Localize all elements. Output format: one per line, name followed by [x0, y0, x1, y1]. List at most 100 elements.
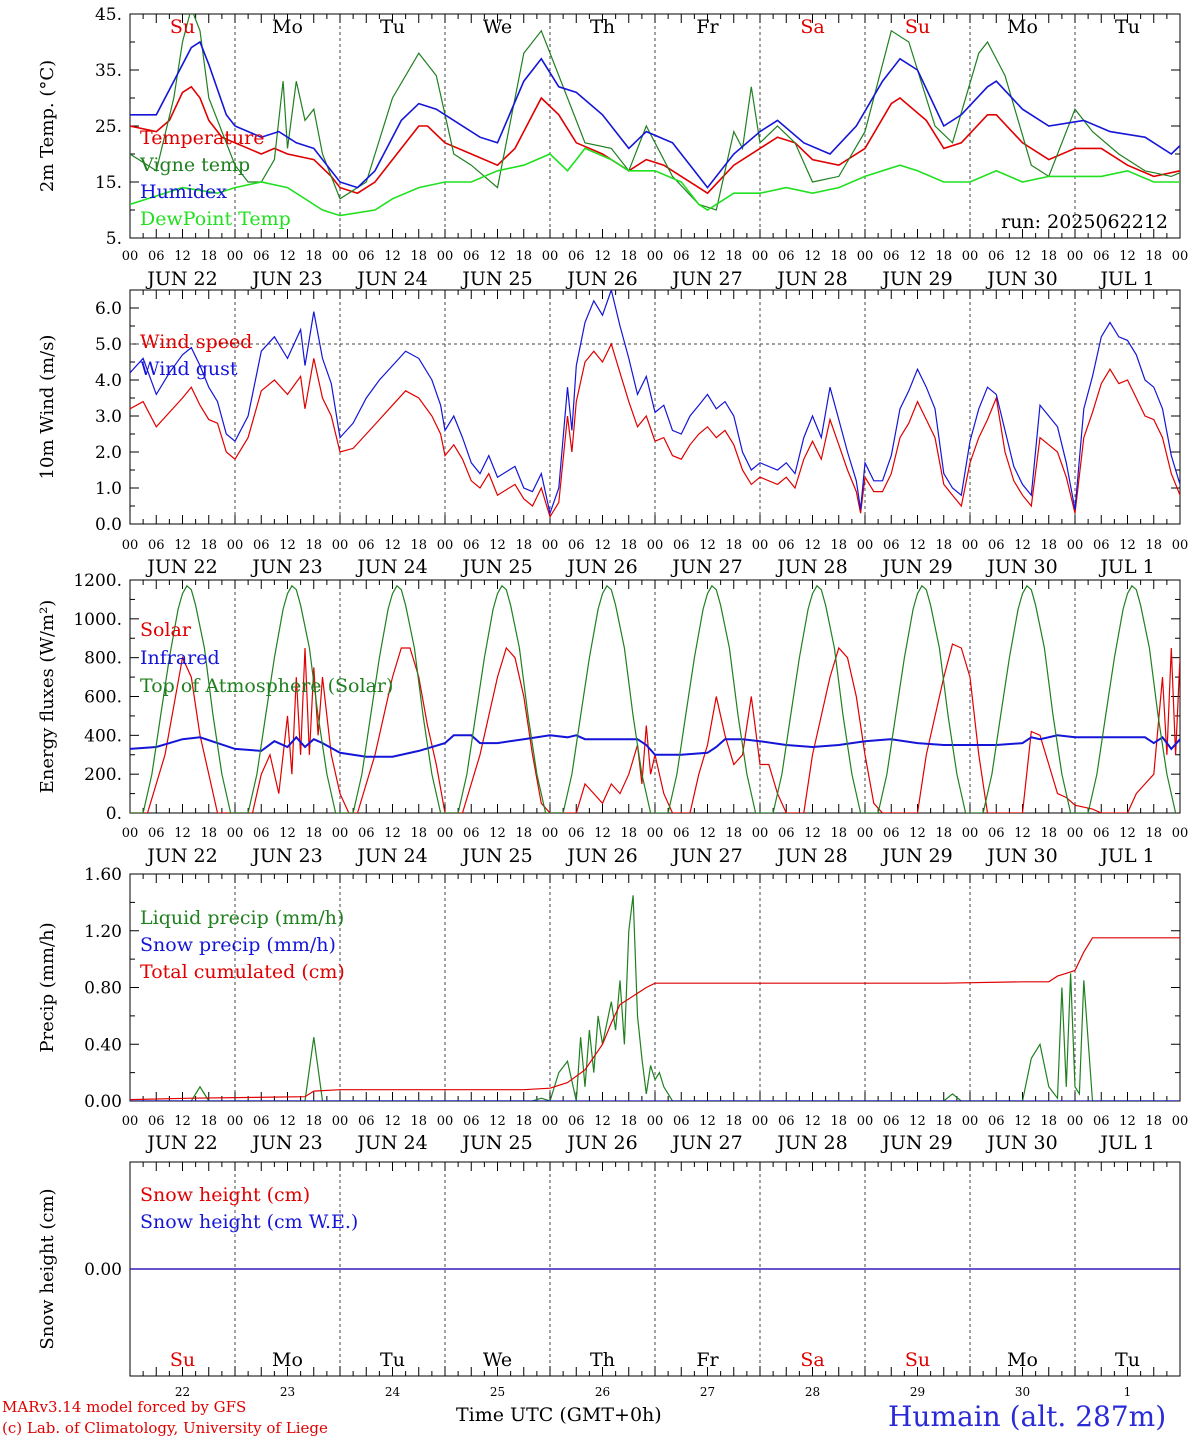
y-tick-label: 0.00 [84, 1092, 122, 1112]
hour-label: 18 [515, 249, 532, 264]
hour-label: 12 [174, 1114, 191, 1129]
weekday-label: Sa [800, 1349, 824, 1371]
y-tick-label: 200. [84, 765, 122, 785]
hour-label: 12 [699, 826, 716, 841]
hour-label: 12 [279, 249, 296, 264]
hour-label: 18 [620, 826, 637, 841]
date-label: JUL 1 [1098, 268, 1154, 290]
hour-label: 12 [909, 249, 926, 264]
hour-label: 00 [647, 538, 664, 553]
panel-energy: 0. 200. 400. 600. 800. 1000. 1200. Energy fluxe… [37, 571, 1189, 867]
hour-label: 06 [673, 826, 690, 841]
date-label: JUN 27 [670, 268, 742, 290]
hour-label: 00 [962, 1114, 979, 1129]
hour-label: 00 [752, 1114, 769, 1129]
date-label: JUL 1 [1098, 1132, 1154, 1154]
hour-label: 12 [909, 538, 926, 553]
y-axis-label: Precip (mm/h) [37, 922, 58, 1052]
hour-label: 18 [1040, 249, 1057, 264]
weekday-label: Mo [1007, 16, 1038, 38]
date-label: JUN 26 [565, 268, 637, 290]
hour-label: 12 [909, 826, 926, 841]
hour-label: 12 [279, 1114, 296, 1129]
hour-label: 00 [857, 249, 874, 264]
series-line-top-of-atmosphere-solar- [130, 584, 1177, 813]
hour-label: 06 [778, 1114, 795, 1129]
hour-label: 06 [358, 1114, 375, 1129]
hour-label: 00 [437, 249, 454, 264]
panel-precip: 0.00 0.40 0.80 1.20 1.60 Precip (mm/h) Liquid … [37, 865, 1188, 1154]
hour-label: 06 [778, 249, 795, 264]
hour-label: 12 [384, 826, 401, 841]
date-label: JUN 30 [985, 556, 1057, 578]
hour-label: 06 [463, 538, 480, 553]
date-label: JUN 26 [565, 556, 637, 578]
y-tick-label: 3.0 [95, 407, 122, 427]
weekday-label: Fr [696, 1349, 719, 1371]
hour-label: 00 [1172, 826, 1189, 841]
hour-label: 00 [437, 826, 454, 841]
hour-label: 18 [725, 826, 742, 841]
date-label: JUN 22 [145, 1132, 217, 1154]
date-label: JUN 25 [460, 268, 532, 290]
hour-label: 18 [200, 249, 217, 264]
hour-label: 12 [279, 826, 296, 841]
legend-entry: Snow height (cm W.E.) [140, 1211, 358, 1233]
hour-label: 00 [857, 826, 874, 841]
hour-label: 00 [857, 538, 874, 553]
hour-label: 18 [1040, 826, 1057, 841]
y-tick-label: 800. [84, 649, 122, 669]
hour-label: 18 [515, 538, 532, 553]
hour-label: 06 [568, 826, 585, 841]
series-line-vigne-temp [130, 14, 1180, 211]
date-label: JUN 30 [985, 268, 1057, 290]
date-label: JUN 25 [460, 556, 532, 578]
day-number-label: 24 [385, 1385, 401, 1399]
hour-label: 00 [542, 538, 559, 553]
weekday-label: Su [170, 16, 195, 38]
series-line-wind-gust [130, 290, 1180, 516]
hour-label: 12 [174, 538, 191, 553]
date-label: JUN 29 [880, 556, 952, 578]
date-label: JUL 1 [1098, 845, 1154, 867]
y-tick-label: 1.0 [95, 479, 122, 499]
hour-label: 12 [804, 249, 821, 264]
y-tick-label: 0.80 [84, 979, 122, 999]
panel-wind: 0.0 1.0 2.0 3.0 4.0 5.0 6.0 10m Wind (m/s) Wind … [37, 289, 1188, 578]
hour-label: 00 [752, 826, 769, 841]
panel-frame [129, 13, 1181, 239]
hour-label: 18 [410, 249, 427, 264]
hour-label: 00 [437, 1114, 454, 1129]
hour-label: 06 [358, 826, 375, 841]
hour-label: 00 [542, 1114, 559, 1129]
hour-label: 00 [332, 538, 349, 553]
hour-label: 18 [935, 249, 952, 264]
series-line-wind-speed [130, 342, 1180, 519]
y-tick-label: 25. [95, 117, 122, 137]
date-label: JUL 1 [1098, 556, 1154, 578]
hour-label: 18 [200, 1114, 217, 1129]
legend-entry: Total cumulated (cm) [140, 961, 345, 983]
hour-label: 00 [857, 1114, 874, 1129]
date-label: JUN 24 [355, 845, 427, 867]
series-line-dewpoint-temp [130, 147, 1180, 217]
hour-label: 00 [332, 1114, 349, 1129]
y-tick-label: 0.40 [84, 1035, 122, 1055]
hour-label: 18 [305, 538, 322, 553]
hour-label: 12 [384, 249, 401, 264]
date-label: JUN 22 [145, 268, 217, 290]
day-number-label: 23 [280, 1385, 295, 1399]
hour-label: 18 [830, 538, 847, 553]
date-label: JUN 27 [670, 556, 742, 578]
hour-label: 00 [122, 1114, 139, 1129]
hour-label: 06 [568, 1114, 585, 1129]
hour-label: 18 [935, 1114, 952, 1129]
day-number-label: 26 [595, 1385, 610, 1399]
y-tick-label: 45. [95, 5, 122, 25]
y-tick-label: 5. [106, 229, 122, 249]
date-label: JUN 30 [985, 1132, 1057, 1154]
hour-label: 06 [358, 538, 375, 553]
hour-label: 06 [148, 538, 165, 553]
legend-entry: Humidex [140, 181, 227, 203]
hour-label: 06 [1093, 538, 1110, 553]
